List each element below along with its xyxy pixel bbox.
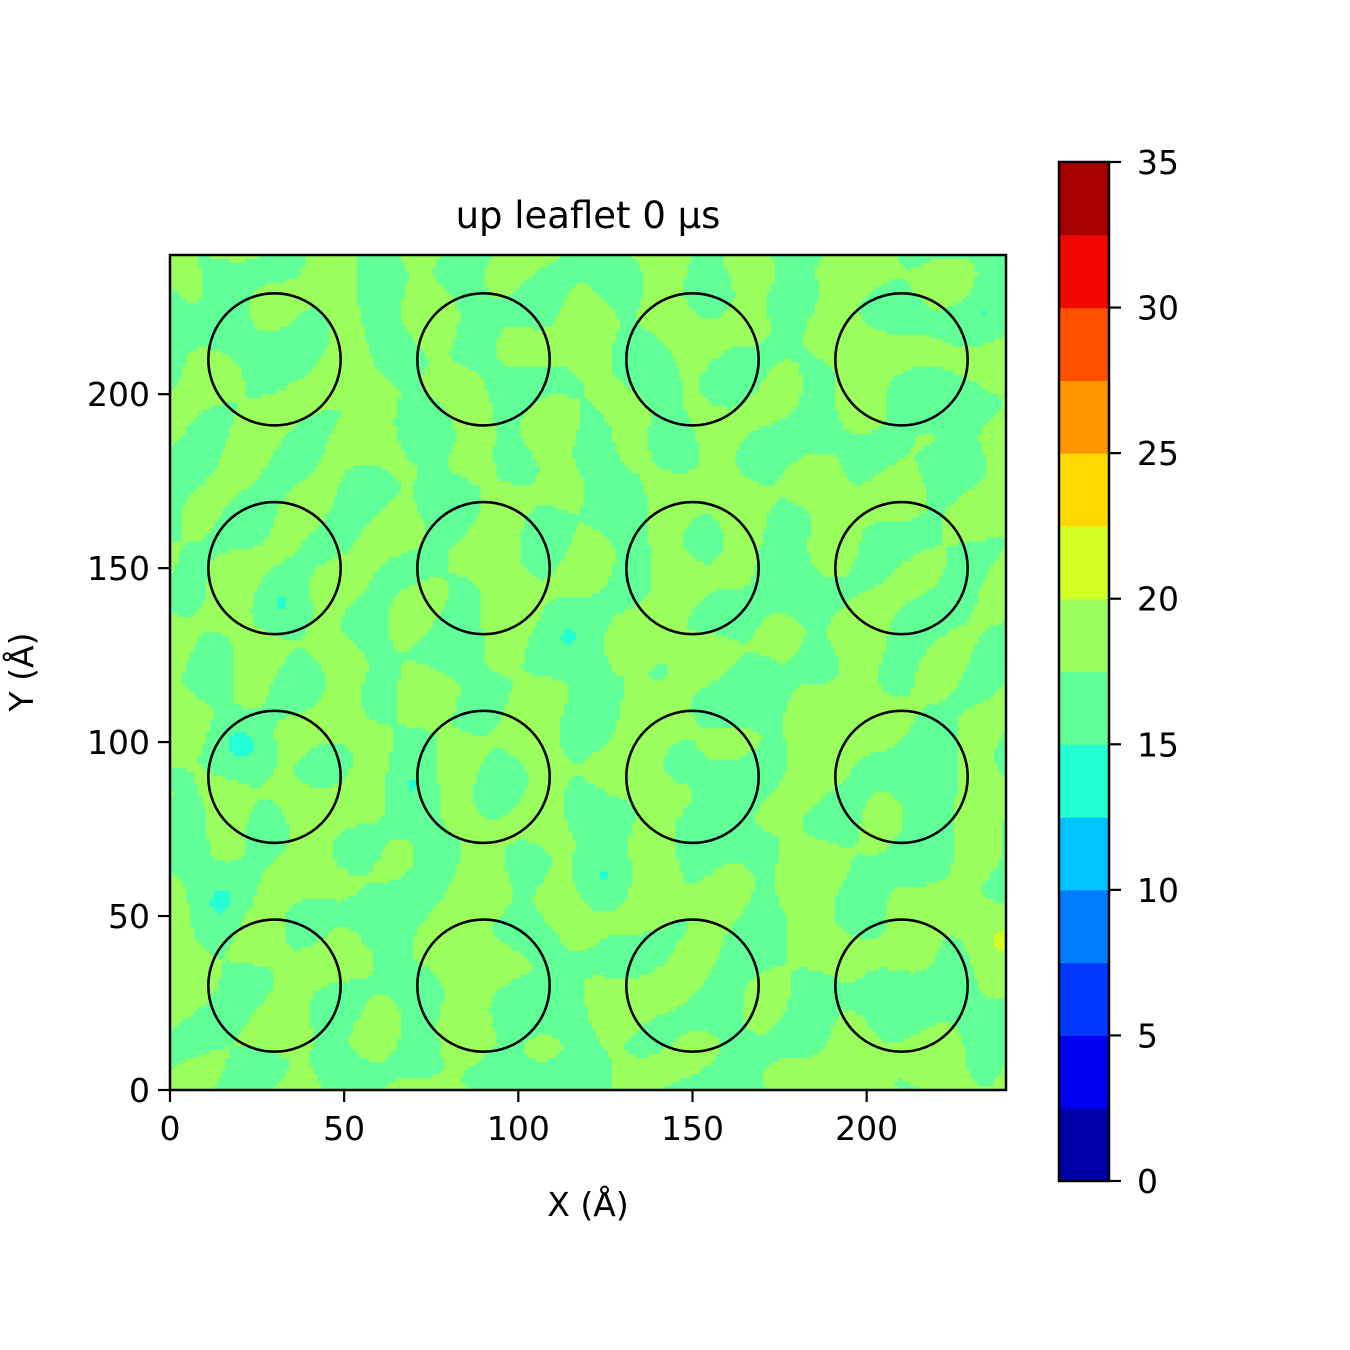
colorbar: 0 5 10 15 20 25 30 35	[1057, 143, 1179, 1201]
circle-marker	[834, 500, 969, 636]
colorbar-level	[1059, 744, 1109, 818]
colorbar-tick-label: 15	[1137, 725, 1179, 764]
colorbar-level	[1059, 234, 1109, 309]
colorbar-frame	[1057, 160, 1111, 1183]
circle-marker	[625, 918, 760, 1054]
x-axis-label: X (Å)	[547, 1184, 628, 1224]
colorbar-tick-label: 20	[1137, 580, 1179, 619]
circle-marker	[834, 918, 969, 1054]
colorbar-level	[1059, 671, 1109, 745]
colorbar-tick-label: 0	[1137, 1162, 1158, 1201]
colorbar-level	[1059, 598, 1109, 673]
y-tick-label: 200	[87, 375, 150, 414]
circle-marker	[625, 500, 760, 636]
colorbar-level	[1059, 380, 1109, 454]
colorbar-level	[1059, 889, 1109, 964]
circle-marker	[416, 500, 551, 636]
circle-marker	[416, 709, 551, 845]
y-tick-label: 150	[87, 549, 150, 588]
colorbar-tick-label: 35	[1137, 143, 1179, 182]
circle-marker	[207, 709, 342, 845]
colorbar-level	[1059, 525, 1109, 600]
circle-marker	[207, 291, 342, 427]
circle-marker	[416, 918, 551, 1054]
plot-frame	[168, 253, 1008, 1092]
contour-canvas	[170, 255, 1006, 1090]
circle-marker	[834, 709, 969, 845]
x-tick-label: 150	[661, 1109, 724, 1148]
colorbar-tick-label: 30	[1137, 289, 1179, 328]
circle-marker	[416, 291, 551, 427]
circle-marker	[834, 291, 969, 427]
colorbar-level	[1059, 453, 1109, 527]
colorbar-level	[1059, 1108, 1109, 1182]
y-tick-label: 50	[108, 897, 150, 936]
colorbar-tick-label: 10	[1137, 871, 1179, 910]
colorbar-tick-label: 25	[1137, 434, 1179, 473]
colorbar-level	[1059, 817, 1109, 891]
colorbar-ticks: 0 5 10 15 20 25 30 35	[1109, 143, 1179, 1201]
x-tick-label: 50	[323, 1109, 365, 1148]
y-axis: 0 50 100 150 200	[87, 375, 170, 1110]
plot-area	[168, 253, 1008, 1092]
x-tick-label: 200	[835, 1109, 898, 1148]
y-axis-label: Y (Å)	[1, 633, 41, 713]
circle-marker	[625, 709, 760, 845]
circle-marker	[625, 291, 760, 427]
colorbar-levels	[1059, 162, 1109, 1182]
x-tick-label: 100	[487, 1109, 550, 1148]
colorbar-level	[1059, 162, 1109, 236]
contour-raster	[170, 255, 1006, 1090]
y-tick-label: 0	[129, 1071, 150, 1110]
colorbar-level	[1059, 962, 1109, 1037]
circle-marker	[207, 500, 342, 636]
chart-title: up leaflet 0 μs	[456, 194, 721, 237]
x-axis: 0 50 100 150 200	[160, 1090, 898, 1148]
colorbar-tick-label: 5	[1137, 1016, 1158, 1055]
colorbar-level	[1059, 307, 1109, 381]
colorbar-level	[1059, 1035, 1109, 1109]
x-tick-label: 0	[160, 1109, 181, 1148]
contour-field	[170, 255, 1006, 1090]
circles	[207, 291, 969, 1054]
y-tick-label: 100	[87, 723, 150, 762]
circle-marker	[207, 918, 342, 1054]
